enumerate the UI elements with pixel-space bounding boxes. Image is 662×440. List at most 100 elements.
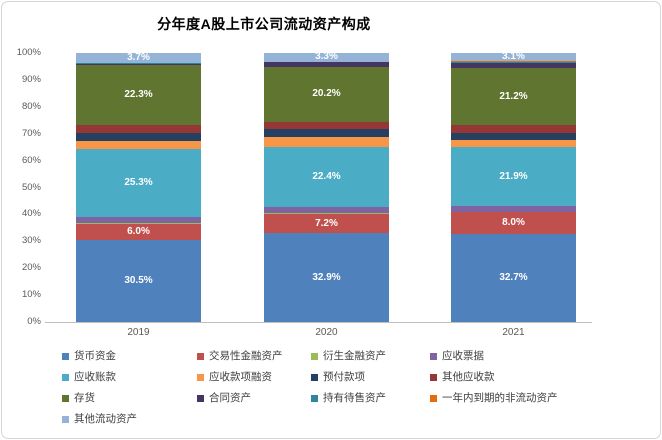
y-axis-tick-label: 100% bbox=[16, 47, 41, 58]
data-label: 6.0% bbox=[127, 225, 150, 237]
data-label: 20.2% bbox=[312, 88, 341, 100]
data-label: 21.9% bbox=[499, 170, 528, 182]
legend-row: 存货 合同资产 持有待售资产 一年内到期的非流动资产 bbox=[55, 388, 645, 409]
legend-label: 应收款项融资 bbox=[209, 371, 272, 383]
legend-item: 预付款项 bbox=[311, 367, 365, 388]
bar-segment: 3.3% bbox=[264, 51, 389, 63]
bar-segment bbox=[264, 62, 389, 68]
bar-segment bbox=[76, 64, 201, 65]
data-label: 3.3% bbox=[315, 51, 338, 63]
legend-row: 其他流动资产 bbox=[55, 409, 645, 430]
legend-item: 应收账款 bbox=[62, 367, 116, 388]
bar-segment: 32.9% bbox=[264, 233, 389, 322]
y-axis-tick-label: 50% bbox=[21, 181, 41, 193]
bar-segment bbox=[264, 121, 389, 130]
data-label: 3.1% bbox=[502, 51, 525, 63]
bar-segment bbox=[451, 132, 576, 141]
legend-swatch bbox=[197, 374, 204, 381]
bar-segment: 21.9% bbox=[451, 147, 576, 206]
bar-segment: 32.7% bbox=[451, 233, 576, 322]
legend-label: 其他流动资产 bbox=[74, 413, 137, 425]
data-label: 22.3% bbox=[124, 88, 153, 100]
legend-swatch bbox=[62, 416, 69, 423]
legend-label: 存货 bbox=[74, 392, 95, 404]
data-label: 30.5% bbox=[124, 274, 153, 286]
legend-label: 其他应收款 bbox=[442, 371, 495, 383]
legend-item: 应收款项融资 bbox=[197, 367, 272, 388]
legend: 货币资金 交易性金融资产 衍生金融资产 应收票据应收账款 应收款项融资 预付款项 其他应收款… bbox=[55, 346, 645, 430]
bar-segment bbox=[76, 141, 201, 150]
legend-label: 货币资金 bbox=[74, 350, 116, 362]
y-axis-tick-label: 80% bbox=[21, 100, 41, 112]
bar-segment bbox=[451, 206, 576, 213]
y-axis-tick-label: 20% bbox=[21, 262, 41, 274]
bar-segment bbox=[451, 61, 576, 63]
y-axis-tick-label: 40% bbox=[21, 208, 41, 220]
legend-item: 衍生金融资产 bbox=[311, 346, 386, 367]
legend-item: 其他流动资产 bbox=[62, 409, 137, 430]
y-axis-tick-label: 0% bbox=[27, 316, 41, 327]
bar-segment bbox=[264, 206, 389, 213]
legend-label: 预付款项 bbox=[323, 371, 365, 383]
x-axis-line bbox=[45, 322, 592, 323]
bar-segment: 6.0% bbox=[76, 223, 201, 240]
legend-label: 交易性金融资产 bbox=[209, 350, 283, 362]
legend-swatch bbox=[311, 353, 318, 360]
x-axis-category-label: 2019 bbox=[127, 327, 150, 338]
legend-swatch bbox=[430, 374, 437, 381]
y-axis-tick-label: 70% bbox=[21, 127, 41, 139]
y-axis-tick-label: 90% bbox=[21, 73, 41, 85]
legend-swatch bbox=[197, 395, 204, 402]
legend-item: 持有待售资产 bbox=[311, 388, 386, 409]
legend-swatch bbox=[311, 374, 318, 381]
bar-2019: 3.7% 22.3% 25.3% 6.0% 30.5% bbox=[76, 51, 201, 322]
legend-swatch bbox=[62, 353, 69, 360]
legend-label: 衍生金融资产 bbox=[323, 350, 386, 362]
legend-label: 应收账款 bbox=[74, 371, 116, 383]
legend-label: 一年内到期的非流动资产 bbox=[442, 392, 558, 404]
y-axis-tick-label: 60% bbox=[21, 154, 41, 166]
legend-label: 合同资产 bbox=[209, 392, 251, 404]
bar-segment: 30.5% bbox=[76, 239, 201, 322]
legend-item: 应收票据 bbox=[430, 346, 484, 367]
bar-segment bbox=[76, 63, 201, 64]
bar-segment: 20.2% bbox=[264, 67, 389, 122]
bar-segment bbox=[264, 212, 389, 215]
bar-segment bbox=[451, 125, 576, 133]
legend-item: 合同资产 bbox=[197, 388, 251, 409]
legend-swatch bbox=[430, 353, 437, 360]
bar-2021: 3.1% 21.2% 21.9% 8.0% 32.7% bbox=[451, 51, 576, 322]
data-label: 25.3% bbox=[124, 177, 153, 189]
chart-title: 分年度A股上市公司流动资产构成 bbox=[157, 16, 371, 32]
data-label: 8.0% bbox=[502, 217, 525, 229]
bar-segment: 3.7% bbox=[76, 51, 201, 63]
bar-segment bbox=[451, 62, 576, 69]
bar-segment bbox=[76, 62, 201, 64]
x-axis-category-label: 2021 bbox=[502, 327, 525, 338]
bar-segment: 7.2% bbox=[264, 214, 389, 234]
legend-row: 货币资金 交易性金融资产 衍生金融资产 应收票据 bbox=[55, 346, 645, 367]
data-label: 7.2% bbox=[315, 217, 338, 229]
legend-swatch bbox=[62, 395, 69, 402]
y-axis-tick-label: 10% bbox=[21, 289, 41, 301]
legend-swatch bbox=[197, 353, 204, 360]
bar-segment: 22.4% bbox=[264, 146, 389, 207]
legend-item: 交易性金融资产 bbox=[197, 346, 283, 367]
bar-segment bbox=[264, 129, 389, 138]
bar-segment: 3.1% bbox=[451, 51, 576, 63]
data-label: 32.9% bbox=[312, 271, 341, 283]
legend-item: 货币资金 bbox=[62, 346, 116, 367]
legend-swatch bbox=[62, 374, 69, 381]
legend-item: 其他应收款 bbox=[430, 367, 495, 388]
bar-segment bbox=[76, 124, 201, 134]
bar-segment: 8.0% bbox=[451, 212, 576, 234]
data-label: 3.7% bbox=[127, 51, 150, 63]
bar-segment: 25.3% bbox=[76, 149, 201, 218]
bar-segment: 22.3% bbox=[76, 64, 201, 125]
legend-swatch bbox=[311, 395, 318, 402]
bar-segment bbox=[76, 133, 201, 142]
legend-row: 应收账款 应收款项融资 预付款项 其他应收款 bbox=[55, 367, 645, 388]
bar-segment bbox=[451, 140, 576, 148]
x-axis-category-label: 2020 bbox=[315, 327, 338, 338]
